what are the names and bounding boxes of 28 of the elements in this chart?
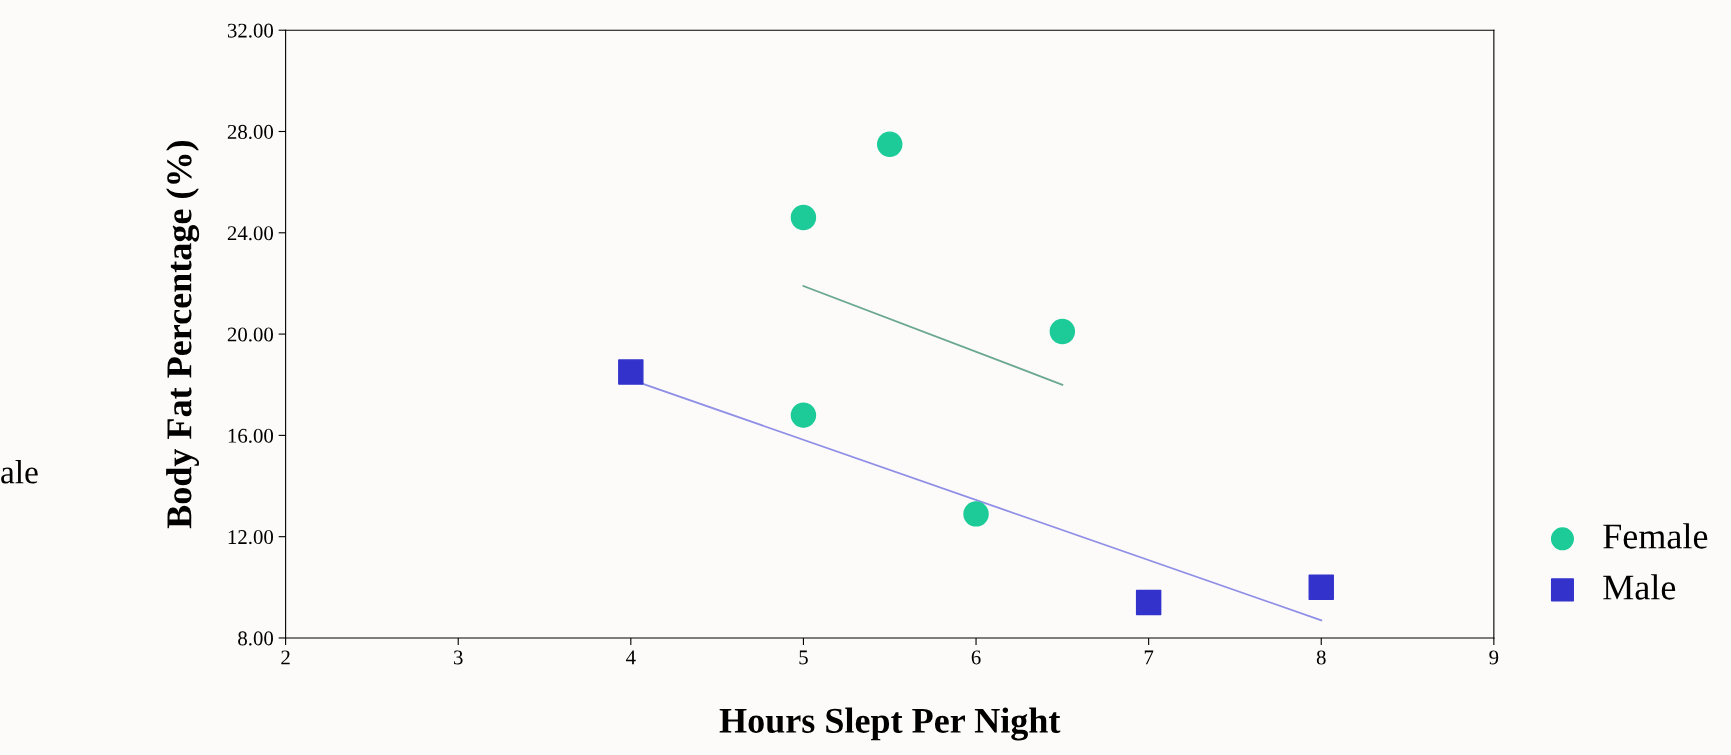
point (877, 131, 903, 157)
text: ale (1, 460, 38, 484)
point (1308, 574, 1334, 601)
x-tick-label: 6 (971, 650, 981, 665)
x-tick-label: 3 (454, 650, 463, 665)
y-tick-label: 24.00 (227, 226, 274, 241)
point (618, 359, 644, 385)
legend-label: Female (1603, 523, 1708, 549)
legend-label: Male (1603, 574, 1676, 600)
x-tick-label: 8 (1316, 650, 1326, 665)
y-tick-label: 16.00 (228, 428, 274, 443)
y-tick-label: 8.00 (238, 631, 274, 646)
y-tick-label: 28.00 (227, 124, 274, 140)
y-tick-label: 32.00 (227, 23, 274, 38)
y-tick-label: 20.00 (227, 327, 274, 342)
point (963, 501, 989, 527)
y-axis-title: Body Fat Percentage (%) (166, 140, 200, 529)
x-tick-label: 7 (1144, 650, 1154, 665)
x-tick-label: 2 (281, 650, 290, 665)
y-tick-label: 12.00 (228, 530, 274, 545)
point (1135, 589, 1162, 616)
point (790, 402, 817, 428)
point (1049, 318, 1076, 345)
x-axis-title: Hours Slept Per Night (719, 707, 1061, 741)
x-tick-label: 4 (626, 650, 636, 665)
point (790, 204, 817, 231)
x-tick-label: 9 (1489, 650, 1499, 665)
x-tick-label: 5 (799, 650, 808, 665)
